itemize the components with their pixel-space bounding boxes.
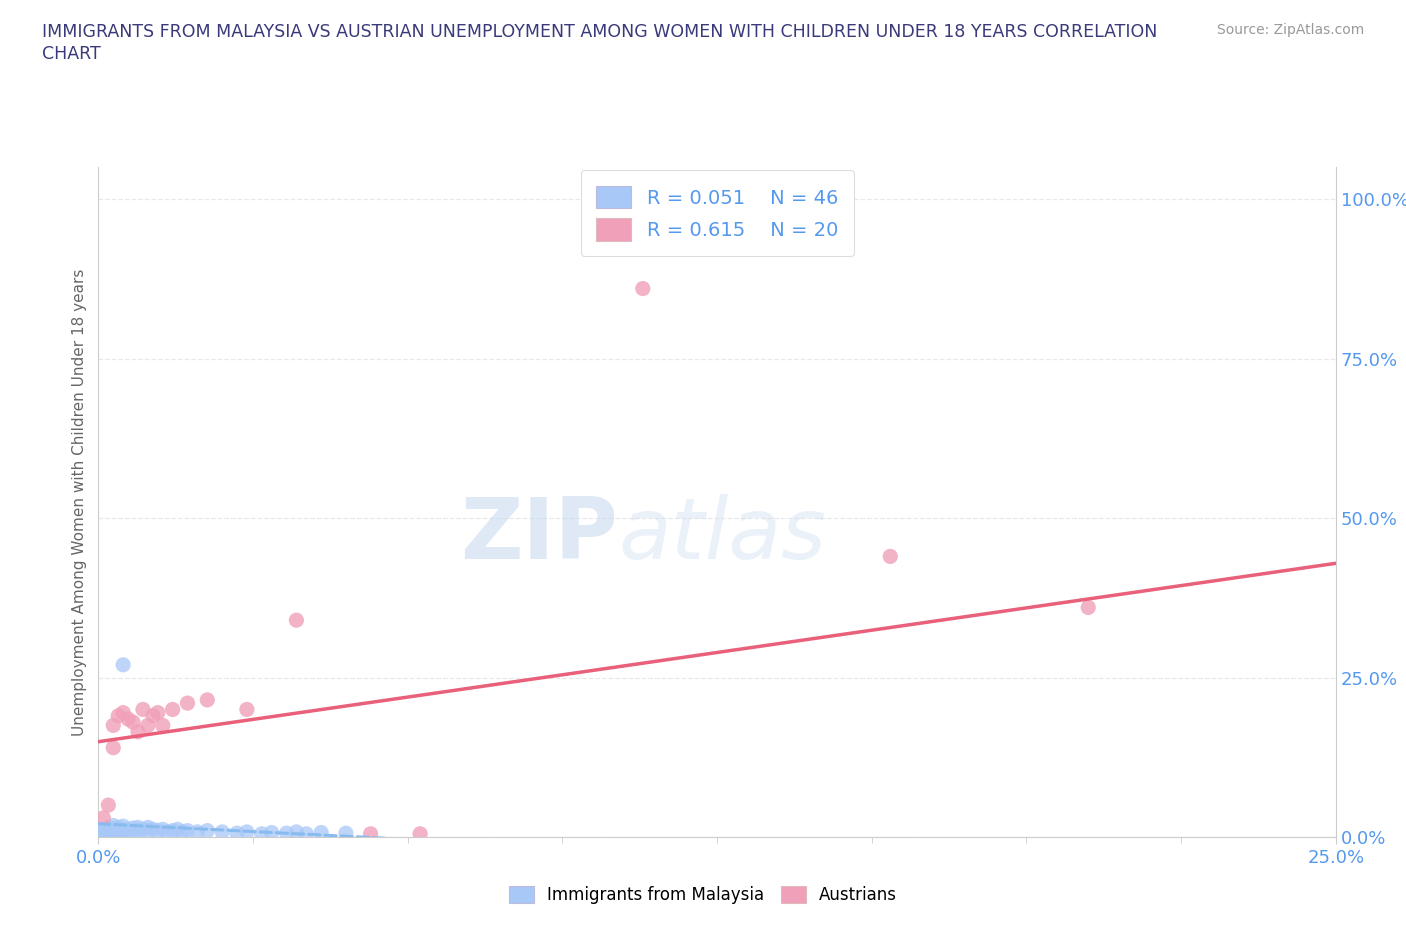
- Point: [236, 702, 259, 717]
- Point: [90, 827, 112, 842]
- Point: [132, 702, 155, 717]
- Point: [103, 740, 125, 755]
- Point: [132, 822, 155, 837]
- Point: [117, 825, 139, 840]
- Point: [166, 822, 188, 837]
- Point: [122, 715, 145, 730]
- Point: [409, 827, 432, 842]
- Point: [309, 825, 332, 840]
- Text: ZIP: ZIP: [460, 494, 619, 578]
- Point: [285, 613, 308, 628]
- Legend: Immigrants from Malaysia, Austrians: Immigrants from Malaysia, Austrians: [501, 878, 905, 912]
- Legend: R = 0.051    N = 46, R = 0.615    N = 20: R = 0.051 N = 46, R = 0.615 N = 20: [581, 170, 853, 256]
- Point: [136, 820, 159, 835]
- Point: [152, 718, 174, 733]
- Point: [195, 823, 218, 838]
- Point: [285, 825, 308, 840]
- Point: [176, 696, 198, 711]
- Point: [142, 822, 165, 837]
- Point: [236, 825, 259, 840]
- Point: [146, 823, 169, 838]
- Point: [195, 693, 218, 708]
- Point: [156, 825, 179, 840]
- Point: [112, 825, 135, 840]
- Point: [107, 821, 129, 836]
- Point: [103, 822, 125, 837]
- Point: [103, 825, 125, 840]
- Point: [107, 709, 129, 724]
- Text: atlas: atlas: [619, 494, 827, 578]
- Point: [93, 822, 115, 837]
- Point: [94, 826, 117, 841]
- Point: [127, 823, 149, 838]
- Point: [136, 718, 159, 733]
- Point: [295, 827, 318, 842]
- Point: [879, 549, 901, 564]
- Point: [335, 826, 357, 841]
- Point: [631, 281, 654, 296]
- Point: [127, 820, 149, 835]
- Point: [136, 823, 159, 838]
- Point: [276, 826, 298, 841]
- Point: [250, 827, 273, 842]
- Point: [107, 820, 129, 835]
- Point: [117, 822, 139, 837]
- Point: [146, 705, 169, 720]
- Point: [172, 825, 194, 840]
- Point: [162, 702, 184, 717]
- Point: [97, 825, 120, 840]
- Point: [93, 810, 115, 825]
- Point: [112, 818, 135, 833]
- Point: [122, 820, 145, 835]
- Y-axis label: Unemployment Among Women with Children Under 18 years: Unemployment Among Women with Children U…: [72, 269, 87, 736]
- Point: [226, 826, 249, 841]
- Text: CHART: CHART: [42, 45, 101, 62]
- Point: [360, 827, 382, 842]
- Point: [97, 798, 120, 813]
- Point: [112, 705, 135, 720]
- Point: [152, 822, 174, 837]
- Point: [176, 823, 198, 838]
- Point: [112, 823, 135, 838]
- Point: [112, 658, 135, 672]
- Point: [127, 724, 149, 739]
- Point: [93, 825, 115, 840]
- Point: [186, 825, 208, 840]
- Text: Source: ZipAtlas.com: Source: ZipAtlas.com: [1216, 23, 1364, 37]
- Point: [97, 823, 120, 838]
- Point: [122, 825, 145, 840]
- Point: [1077, 600, 1099, 615]
- Point: [97, 820, 120, 835]
- Point: [103, 823, 125, 838]
- Point: [211, 825, 233, 840]
- Point: [142, 709, 165, 724]
- Point: [162, 823, 184, 838]
- Point: [107, 825, 129, 840]
- Point: [103, 718, 125, 733]
- Point: [117, 711, 139, 726]
- Point: [103, 818, 125, 833]
- Text: IMMIGRANTS FROM MALAYSIA VS AUSTRIAN UNEMPLOYMENT AMONG WOMEN WITH CHILDREN UNDE: IMMIGRANTS FROM MALAYSIA VS AUSTRIAN UNE…: [42, 23, 1157, 41]
- Point: [260, 825, 283, 840]
